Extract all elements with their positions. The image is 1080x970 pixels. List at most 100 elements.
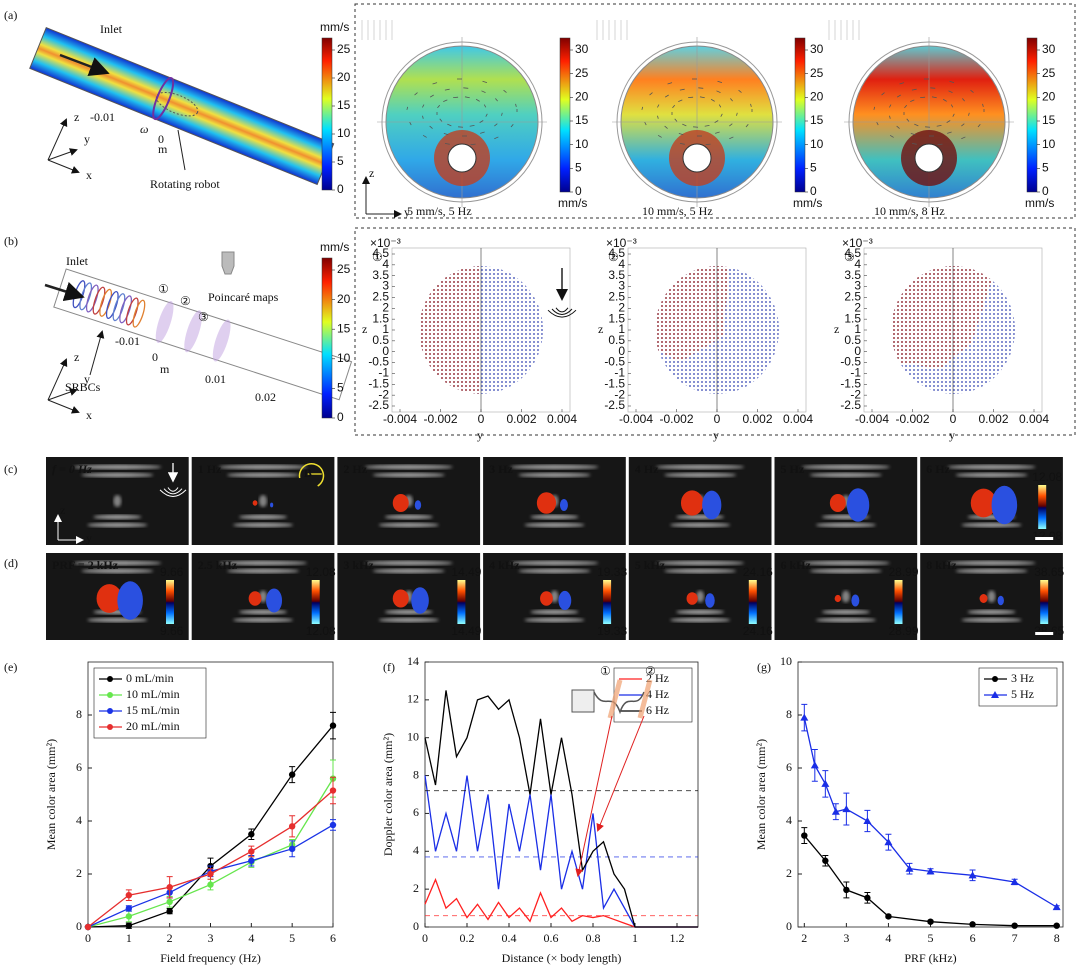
flow-arrow xyxy=(667,82,673,85)
echo xyxy=(239,609,288,615)
colorbar-label: 19.33 xyxy=(597,565,627,579)
doppler-blue xyxy=(558,590,572,611)
map-y-tick: -0.5 xyxy=(840,355,861,369)
doppler-blue xyxy=(559,499,568,511)
map-marker: ② xyxy=(608,250,619,264)
doppler-blue xyxy=(851,594,860,607)
scatter-red xyxy=(655,266,730,362)
colorbar-tick-label: 0 xyxy=(810,184,817,198)
flow-arrow xyxy=(977,124,981,128)
echo xyxy=(947,560,1036,566)
flow-arrow xyxy=(961,123,965,127)
colorbar-unit: mm/s xyxy=(320,20,349,34)
y-tick-label: 6 xyxy=(413,805,419,819)
point xyxy=(926,867,935,875)
poincare-plane xyxy=(184,310,203,353)
axis-arrow xyxy=(47,118,68,161)
sim-tick: 0.01 xyxy=(205,372,226,386)
doppler-colorbar xyxy=(894,580,903,624)
map-y-tick: -2 xyxy=(378,387,389,401)
flow-arrow xyxy=(729,123,733,127)
y-tick-label: 6 xyxy=(786,760,792,774)
point xyxy=(329,821,337,829)
plane-marker: ② xyxy=(180,294,191,308)
x-tick-label: 0.2 xyxy=(460,931,475,945)
frame-label: f = 0 Hz xyxy=(52,462,92,476)
flow-arrow xyxy=(481,90,486,93)
colorbar-tick-label: 15 xyxy=(1042,113,1056,127)
axis-label: z xyxy=(60,503,65,517)
point xyxy=(166,884,173,891)
echo xyxy=(987,590,996,603)
frame-label: 6 Hz xyxy=(926,462,950,476)
flow-arrow xyxy=(948,90,953,93)
flow-arrow xyxy=(439,118,443,122)
point xyxy=(125,905,133,912)
flow-arrow xyxy=(931,96,937,99)
echo xyxy=(530,514,579,520)
map-y-tick: -2 xyxy=(614,387,625,401)
echo xyxy=(955,568,1028,574)
point xyxy=(84,923,92,931)
frame-label: 2.5 kHz xyxy=(198,558,238,572)
y-tick-label: 8 xyxy=(413,767,419,781)
map-y-tick: 2.5 xyxy=(608,290,625,304)
x-tick-label: 4 xyxy=(248,931,254,945)
x-tick-label: 3 xyxy=(843,931,849,945)
y-tick-label: 4 xyxy=(786,813,792,827)
flow-arrow xyxy=(480,131,485,134)
colorbar-label: 19.33 xyxy=(597,624,627,638)
flow-arrow xyxy=(429,125,433,129)
point xyxy=(207,870,214,878)
colorbar-unit: mm/s xyxy=(558,196,587,210)
helix-turn xyxy=(99,288,113,317)
y-tick-label: 0 xyxy=(76,919,82,933)
flow-arrow xyxy=(710,98,715,102)
flow-arrow xyxy=(718,104,722,108)
colorbar-label: 9.66 xyxy=(160,565,184,579)
echo xyxy=(113,495,122,507)
flow-arrow xyxy=(906,118,910,122)
legend-label: 5 Hz xyxy=(1011,687,1034,701)
map-y-tick: 4 xyxy=(618,257,625,271)
flow-arrow xyxy=(738,89,742,93)
sim-tick: 0 xyxy=(158,132,164,146)
flow-arrow xyxy=(717,80,723,83)
helix-turn xyxy=(112,293,126,322)
map-y-tick: -1 xyxy=(614,366,625,380)
map-y-tick: 4.5 xyxy=(844,246,861,260)
echo xyxy=(524,617,585,623)
map-y-tick: 0 xyxy=(854,344,861,358)
flow-arrow xyxy=(447,123,452,127)
flow-arrow xyxy=(729,136,734,140)
echo xyxy=(961,522,1022,528)
map-x-tick: 0.002 xyxy=(978,412,1008,426)
doppler-red xyxy=(979,594,988,603)
map-x-tick: -0.004 xyxy=(855,412,889,426)
poincare-plane xyxy=(155,300,174,343)
doppler-colorbar xyxy=(1040,580,1049,624)
x-tick-label: 1 xyxy=(126,931,132,945)
doppler-blue xyxy=(266,588,283,613)
flow-arrow xyxy=(479,120,484,123)
map-x-tick: -0.002 xyxy=(895,412,929,426)
echo xyxy=(233,522,294,528)
panel-label: (c) xyxy=(4,462,17,476)
doppler-red xyxy=(680,490,704,516)
colorbar xyxy=(321,37,333,191)
point xyxy=(1010,877,1019,885)
echo xyxy=(801,464,890,470)
legend-marker xyxy=(992,676,998,682)
echo xyxy=(259,495,268,507)
point xyxy=(905,864,914,872)
axis-label: y xyxy=(84,372,90,386)
colorbar-tick-label: 30 xyxy=(1042,42,1056,56)
map-x-tick: 0.002 xyxy=(742,412,772,426)
flow-arrow xyxy=(968,112,970,116)
colorbar-tick-label: 25 xyxy=(1042,66,1056,80)
echo xyxy=(510,464,599,470)
map-x-tick: 0 xyxy=(714,412,721,426)
flow-arrow xyxy=(485,113,488,117)
point xyxy=(248,848,255,855)
flow-arrow xyxy=(495,98,498,102)
